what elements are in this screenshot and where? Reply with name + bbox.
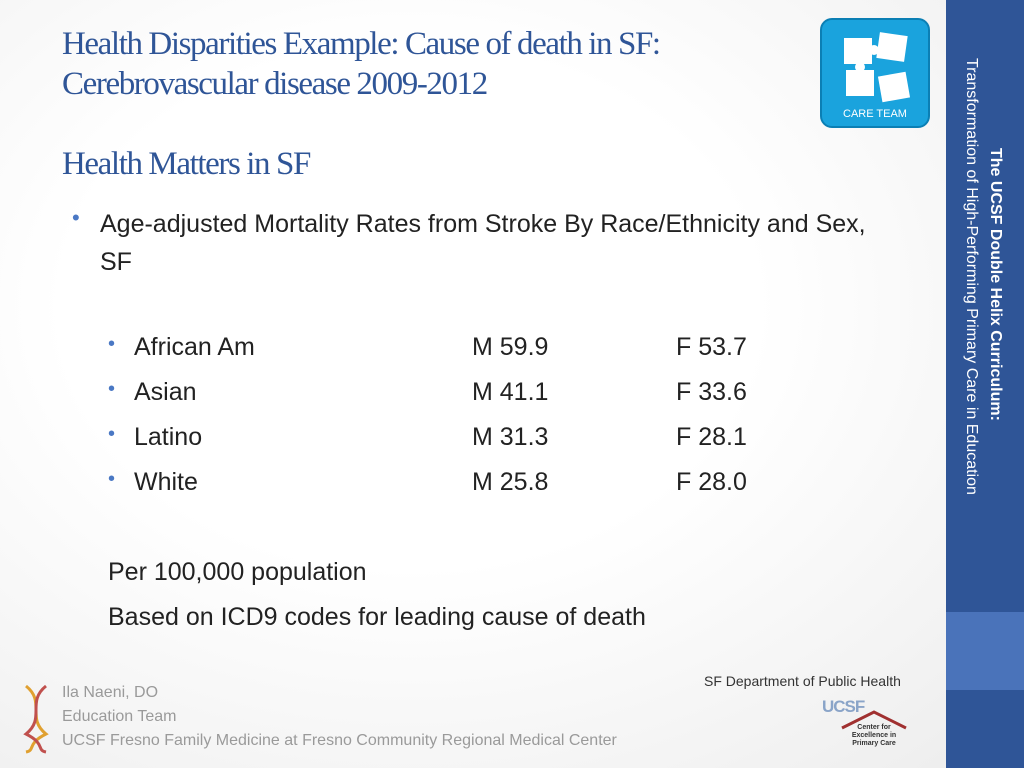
table-cell: M 25.8 [472,468,549,496]
puzzle-icon [844,32,911,103]
logo-label: CARE TEAM [843,108,907,120]
house-logo [841,710,907,730]
footer-line: UCSF Fresno Family Medicine at Fresno Co… [62,732,617,749]
table-cell: White [134,468,198,496]
title-line: Cerebrovascular disease 2009-2012 [62,66,488,102]
footer-line: Ila Naeni, DO [62,684,159,701]
row-bullet: • [108,378,116,400]
sidebar-title: The UCSF Double Helix Curriculum: [987,148,1004,421]
table-cell: F 33.6 [676,378,747,406]
title-line: Health Disparities Example: Cause of dea… [62,26,661,62]
table-cell: Asian [134,378,197,406]
table-cell: M 31.3 [472,423,549,451]
row-bullet: • [108,423,116,445]
note: Based on ICD9 codes for leading cause of… [108,603,646,631]
table-cell: F 28.0 [676,468,747,496]
row-bullet: • [108,468,116,490]
table-cell: F 53.7 [676,333,747,361]
note: Per 100,000 population [108,558,367,586]
table-cell: M 41.1 [472,378,549,406]
footer-line: Education Team [62,708,177,725]
row-bullet: • [108,333,116,355]
bullet-dot: • [72,205,80,230]
table-cell: Latino [134,423,203,451]
dna-icon [23,684,49,754]
source: SF Department of Public Health [704,673,901,689]
table-cell: F 28.1 [676,423,747,451]
table-cell: African Am [134,333,255,361]
care-team-logo: CARE TEAM [820,18,930,128]
subtitle: Health Matters in SF [62,146,311,182]
sidebar-block [946,612,1024,690]
ucsf-logo: UCSF [822,697,865,716]
cepc-logo: Center for Excellence in Primary Care [851,724,897,747]
table-cell: M 59.9 [472,333,549,361]
sidebar: The UCSF Double Helix Curriculum: Transf… [946,0,1024,768]
sidebar-subtitle: Transformation of High-Performing Primar… [963,58,980,495]
bullet-text: Age-adjusted Mortality Rates from Stroke… [100,210,866,276]
